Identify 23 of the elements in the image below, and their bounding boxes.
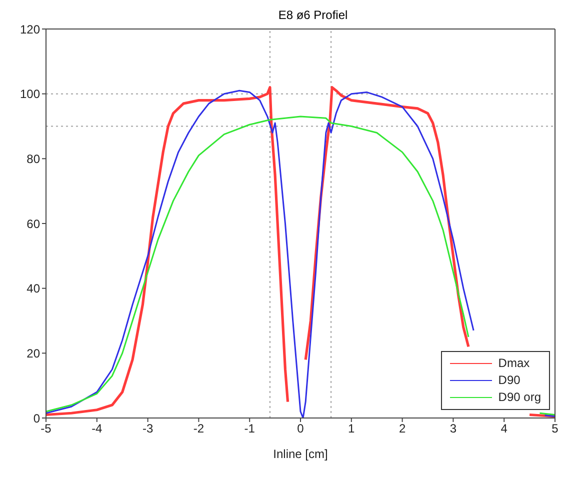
y-tick-label: 20 [26, 346, 40, 360]
legend-label: D90 org [498, 389, 541, 406]
x-tick-label: 5 [552, 422, 559, 436]
y-tick-label: 100 [20, 87, 40, 102]
x-tick-label: -2 [193, 422, 204, 436]
y-tick-label: 0 [33, 411, 40, 426]
x-tick-label: 0 [297, 422, 304, 436]
y-tick-label: 60 [26, 216, 40, 231]
x-tick-label: 1 [348, 422, 356, 436]
x-tick-label: 2 [398, 422, 406, 436]
y-tick-label: 120 [20, 22, 40, 36]
x-tick-label: -1 [244, 422, 256, 436]
x-axis-title: Inline [cm] [273, 447, 328, 461]
legend-label: D90 [498, 372, 520, 389]
y-tick-label: 80 [26, 152, 40, 166]
x-tick-label: -5 [40, 422, 52, 436]
x-tick-label: 3 [450, 422, 457, 436]
legend-label: Dmax [498, 355, 530, 372]
y-tick-label: 40 [26, 282, 40, 296]
x-tick-label: -3 [142, 422, 154, 436]
x-tick-label: 4 [500, 422, 508, 436]
x-tick-label: -4 [92, 422, 103, 436]
chart-title: E8 ø6 Profiel [277, 8, 349, 22]
